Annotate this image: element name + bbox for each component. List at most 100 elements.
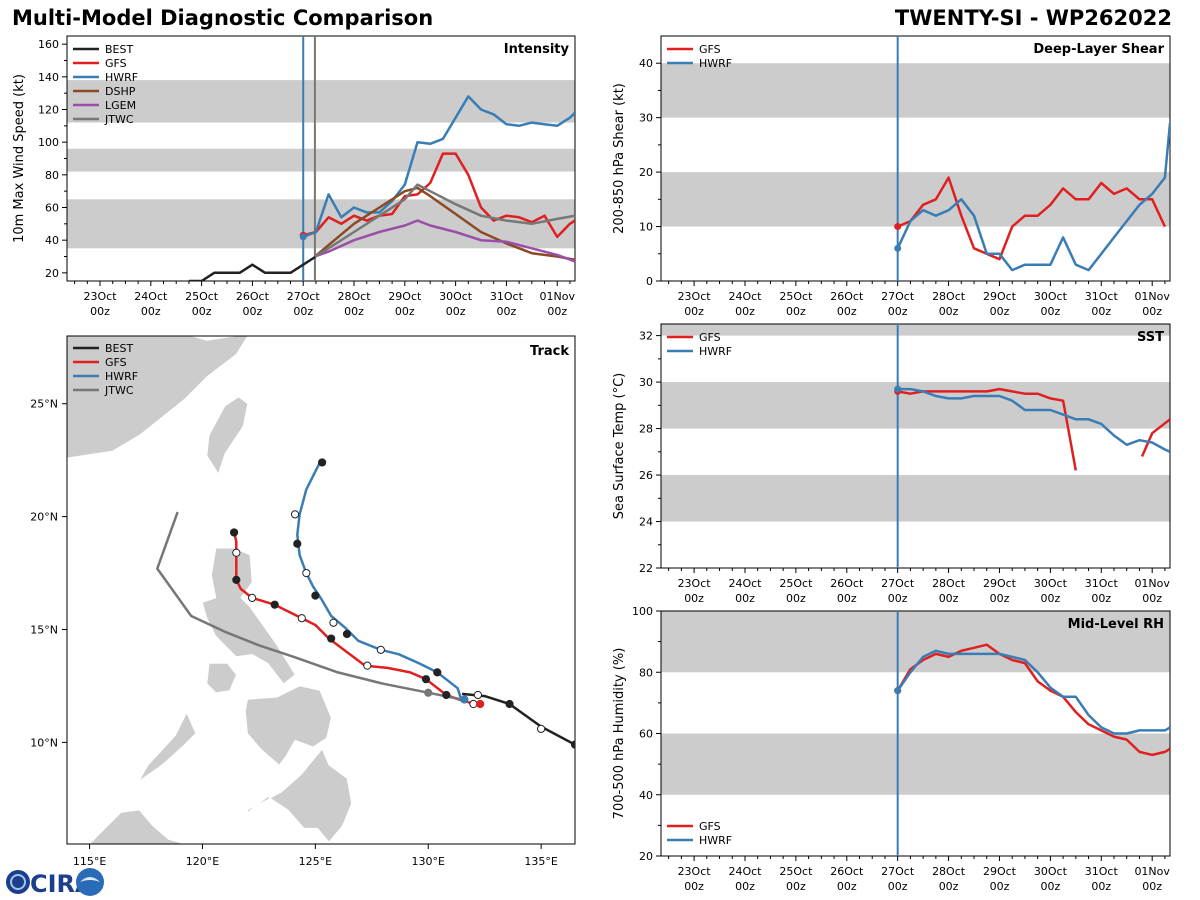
sst-ytick-label: 26 — [639, 469, 653, 482]
intensity-series-gfs — [302, 152, 575, 239]
intensity-xtick-hour: 00z — [192, 305, 212, 318]
cira-ring-icon — [10, 874, 26, 890]
track-position-marker — [270, 600, 279, 609]
track-xtick-label: 120°E — [186, 855, 219, 868]
intensity-xtick-hour: 00z — [90, 305, 110, 318]
rh-series-group — [896, 643, 1170, 757]
shear-xtick-hour: 00z — [1040, 305, 1060, 318]
sst-series-gfs — [897, 387, 1078, 471]
sst-xtick-hour: 00z — [990, 592, 1010, 605]
intensity-series-lgem — [314, 219, 575, 263]
track-map: 115°E 120°E 125°E 130°E 135°E 10°N 15°N 20°N 25°… — [30, 335, 576, 868]
rh-ytick-label: 20 — [639, 850, 653, 863]
sst-xtick-hour: 00z — [735, 592, 755, 605]
track-position-marker — [376, 645, 385, 654]
shear-xtick-date: 01Nov — [1134, 290, 1170, 303]
rh-xtick-date: 28Oct — [932, 865, 966, 878]
track-legend-label: GFS — [105, 356, 127, 369]
intensity-xtick-date: 23Oct — [84, 290, 118, 303]
rh-xtick-hour: 00z — [735, 880, 755, 893]
sst-series-hwrf — [897, 387, 1170, 453]
track-position-marker — [232, 548, 241, 557]
intensity-xtick-date: 25Oct — [185, 290, 219, 303]
rh-ylabel: 700-500 hPa Humidity (%) — [612, 648, 627, 820]
seal-bird-icon — [80, 877, 100, 882]
shear-xtick-hour: 00z — [684, 305, 704, 318]
intensity-xtick-date: 26Oct — [236, 290, 270, 303]
intensity-xtick-hour: 00z — [497, 305, 517, 318]
track-position-marker — [297, 614, 306, 623]
intensity-xtick-date: 29Oct — [388, 290, 422, 303]
track-position-marker — [424, 688, 433, 697]
track-position-marker — [469, 699, 478, 709]
track-series-jtwc — [156, 511, 463, 701]
intensity-panel-title: Intensity — [504, 42, 570, 57]
sst-ytick-label: 30 — [639, 376, 653, 389]
intensity-ytick-label: 80 — [45, 169, 59, 182]
shear-ytick-label: 40 — [639, 57, 653, 70]
shear-xtick-date: 25Oct — [779, 290, 813, 303]
track-position-marker — [342, 629, 352, 639]
shear-legend-label: HWRF — [699, 57, 732, 70]
shear-chart: 0 10 20 30 40 23Oct 00z 24Oct 00z 25Oct 00z 26Oct 00… — [612, 35, 1171, 318]
sst-xtick-hour: 00z — [786, 592, 806, 605]
shear-xtick-hour: 00z — [1091, 305, 1111, 318]
shear-xtick-hour: 00z — [786, 305, 806, 318]
land-visayas — [245, 685, 332, 766]
sst-band — [661, 324, 1170, 336]
sst-band — [661, 475, 1170, 522]
intensity-legend-label: DSHP — [105, 85, 136, 98]
sst-xtick-hour: 00z — [1040, 592, 1060, 605]
sst-xtick-date: 31Oct — [1085, 577, 1119, 590]
intensity-ytick-label: 160 — [38, 38, 59, 51]
track-position-marker — [476, 699, 485, 709]
land-group — [67, 336, 352, 844]
intensity-xtick-date: 01Nov — [539, 290, 575, 303]
rh-ytick-label: 60 — [639, 728, 653, 741]
sst-ytick-label: 32 — [639, 330, 653, 343]
rh-xtick-hour: 00z — [1040, 880, 1060, 893]
shear-start-point — [894, 223, 902, 231]
sst-xtick-hour: 00z — [684, 592, 704, 605]
track-panel-title: Track — [530, 344, 569, 359]
intensity-start-point — [299, 233, 307, 241]
sst-xtick-hour: 00z — [837, 592, 857, 605]
rh-series-hwrf — [896, 649, 1170, 735]
track-position-marker — [329, 618, 338, 627]
rh-chart: 20 40 60 80 100 23Oct 00z 24Oct 00z 25Oct 00z 26Oct… — [612, 605, 1171, 893]
track-xtick-label: 125°E — [299, 855, 332, 868]
track-position-marker — [363, 661, 372, 670]
intensity-xtick-hour: 00z — [446, 305, 466, 318]
rh-xtick-hour: 00z — [888, 880, 908, 893]
rh-xtick-date: 30Oct — [1034, 865, 1068, 878]
rh-xtick-hour: 00z — [1091, 880, 1111, 893]
sst-series-gfs — [1140, 418, 1170, 458]
shear-ylabel: 200-850 hPa Shear (kt) — [612, 83, 627, 234]
track-position-marker — [537, 724, 546, 733]
rh-xtick-date: 01Nov — [1134, 865, 1170, 878]
intensity-ytick-label: 120 — [38, 104, 59, 117]
sst-xtick-date: 25Oct — [779, 577, 813, 590]
intensity-ytick-label: 140 — [38, 71, 59, 84]
sst-ytick-label: 22 — [639, 562, 653, 575]
shear-xtick-hour: 00z — [990, 305, 1010, 318]
intensity-band — [67, 148, 575, 172]
sst-legend-label: GFS — [699, 331, 721, 344]
rh-xtick-hour: 00z — [684, 880, 704, 893]
track-xtick-label: 135°E — [524, 855, 557, 868]
track-position-marker — [229, 528, 239, 537]
shear-xtick-hour: 00z — [837, 305, 857, 318]
track-position-marker — [473, 690, 483, 700]
land-mindoro — [206, 663, 237, 694]
rh-ytick-label: 40 — [639, 789, 653, 802]
intensity-xtick-hour: 00z — [395, 305, 415, 318]
land-palawan — [138, 712, 197, 782]
figure-title: Multi-Model Diagnostic Comparison — [12, 6, 434, 30]
sst-xtick-date: 30Oct — [1034, 577, 1068, 590]
sst-frame — [660, 323, 1171, 569]
shear-series-gfs — [897, 176, 1167, 261]
track-position-marker — [433, 668, 442, 677]
rh-xtick-hour: 00z — [837, 880, 857, 893]
track-xtick-label: 115°E — [73, 855, 106, 868]
intensity-series-dshp — [314, 186, 575, 262]
